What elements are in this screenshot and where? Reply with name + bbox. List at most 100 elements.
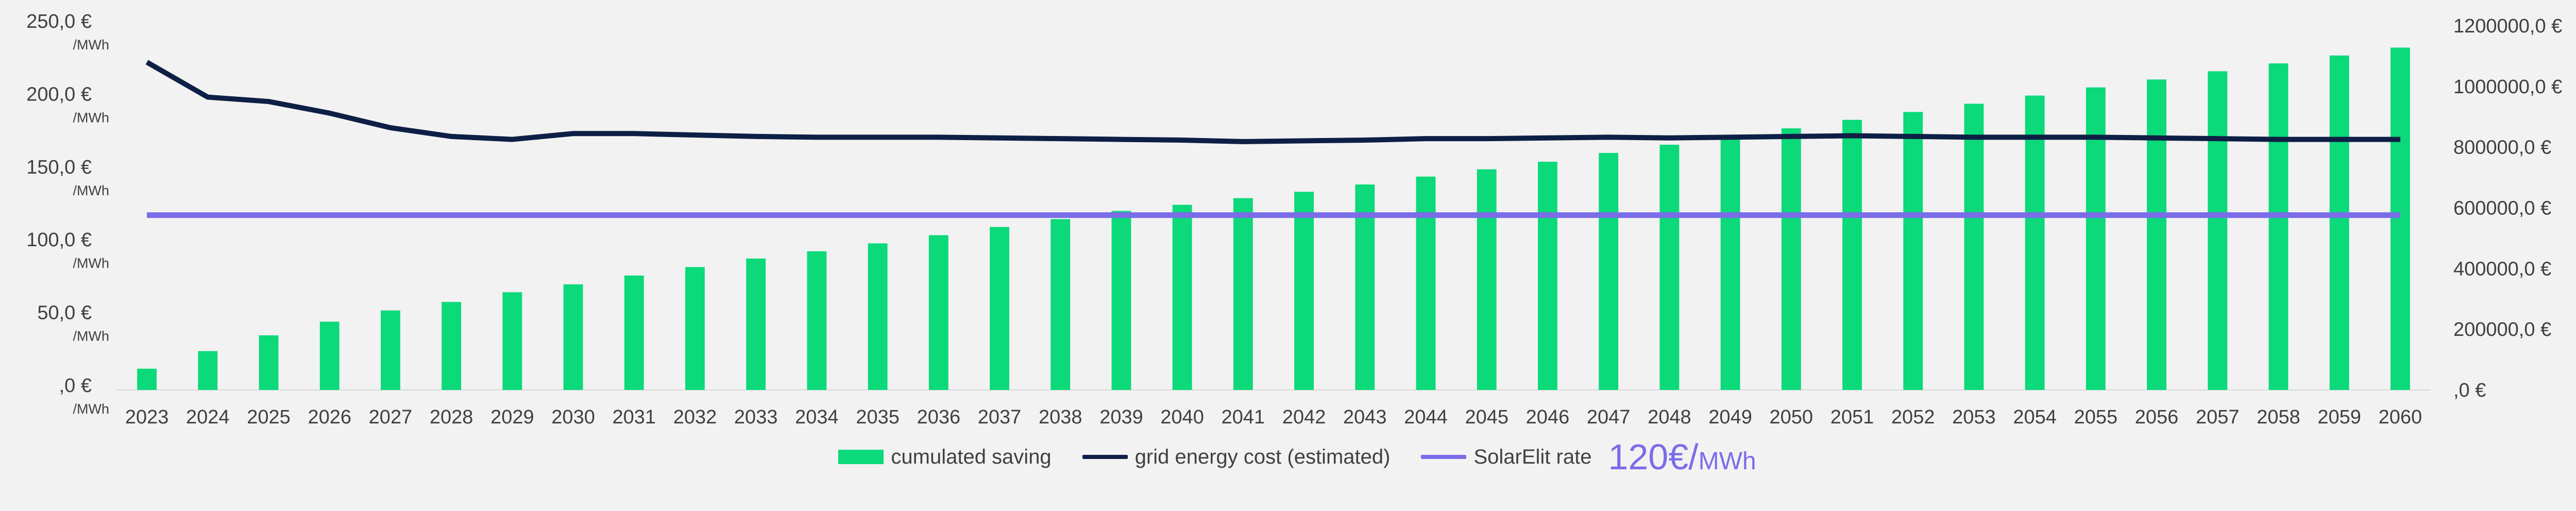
left-tick-unit: /MWh: [73, 110, 110, 125]
bar-cumulated-saving-2036: [928, 235, 948, 390]
x-tick-label-2038: 2038: [1039, 406, 1082, 428]
x-tick-label-2030: 2030: [551, 406, 595, 428]
x-tick-label-2060: 2060: [2379, 406, 2422, 428]
x-tick-label-2031: 2031: [613, 406, 656, 428]
left-tick-unit: /MWh: [73, 183, 110, 198]
x-tick-label-2029: 2029: [490, 406, 534, 428]
x-tick-label-2045: 2045: [1465, 406, 1509, 428]
bar-cumulated-saving-2040: [1172, 205, 1192, 390]
bar-cumulated-saving-2048: [1659, 144, 1680, 390]
bar-cumulated-saving-2060: [2390, 47, 2410, 390]
legend-swatch-solarelit-rate: [1421, 455, 1467, 459]
right-tick-label: ,0 €: [2453, 380, 2486, 401]
bar-cumulated-saving-2042: [1294, 192, 1314, 390]
bar-cumulated-saving-2030: [563, 284, 583, 390]
x-tick-label-2040: 2040: [1160, 406, 1204, 428]
bar-cumulated-saving-2034: [807, 251, 827, 390]
solarelit-rate-unit: MWh: [1698, 448, 1756, 475]
bar-cumulated-saving-2053: [1964, 104, 1984, 390]
bar-cumulated-saving-2049: [1720, 137, 1740, 390]
legend-label-cumulated-saving: cumulated saving: [891, 445, 1052, 468]
bar-cumulated-saving-2044: [1416, 176, 1436, 390]
right-tick-label: 1000000,0 €: [2453, 76, 2562, 98]
x-tick-label-2057: 2057: [2196, 406, 2240, 428]
solarelit-rate-value: 120€/MWh: [1608, 436, 1756, 478]
x-tick-label-2051: 2051: [1831, 406, 1874, 428]
x-tick-label-2059: 2059: [2317, 406, 2361, 428]
bar-cumulated-saving-2029: [502, 292, 522, 390]
left-tick-unit: /MWh: [73, 37, 110, 53]
legend-item-cumulated-saving: cumulated saving: [838, 445, 1052, 469]
right-tick-label: 200000,0 €: [2453, 319, 2551, 340]
bar-cumulated-saving-2059: [2329, 55, 2349, 390]
left-tick-label: 250,0 €: [26, 11, 92, 32]
legend-swatch-grid-energy-cost: [1082, 455, 1128, 459]
x-tick-label-2052: 2052: [1891, 406, 1935, 428]
x-tick-label-2024: 2024: [186, 406, 230, 428]
bar-cumulated-saving-2031: [624, 275, 644, 390]
left-tick-unit: /MWh: [73, 401, 110, 417]
bar-cumulated-saving-2041: [1233, 198, 1253, 390]
bar-cumulated-saving-2028: [442, 302, 462, 390]
x-tick-label-2053: 2053: [1952, 406, 1996, 428]
x-tick-label-2055: 2055: [2074, 406, 2118, 428]
x-tick-label-2037: 2037: [978, 406, 1022, 428]
bar-cumulated-saving-2057: [2208, 71, 2228, 390]
bar-cumulated-saving-2039: [1111, 211, 1131, 390]
x-tick-label-2027: 2027: [369, 406, 413, 428]
x-tick-label-2050: 2050: [1770, 406, 1814, 428]
bar-cumulated-saving-2024: [198, 351, 218, 390]
line-grid-energy-cost: [145, 60, 2400, 144]
left-tick-unit: /MWh: [73, 329, 110, 344]
bar-cumulated-saving-2052: [1903, 112, 1923, 390]
x-tick-label-2026: 2026: [308, 406, 351, 428]
bar-cumulated-saving-2043: [1355, 184, 1375, 390]
legend: cumulated saving grid energy cost (estim…: [0, 436, 2576, 478]
x-tick-label-2028: 2028: [430, 406, 473, 428]
bar-cumulated-saving-2054: [2025, 95, 2045, 390]
bar-cumulated-saving-2058: [2268, 63, 2289, 390]
bar-cumulated-saving-2035: [868, 243, 888, 390]
bar-cumulated-saving-2047: [1599, 152, 1619, 390]
right-tick-label: 800000,0 €: [2453, 137, 2551, 159]
x-tick-label-2041: 2041: [1222, 406, 1265, 428]
bar-cumulated-saving-2033: [746, 258, 766, 390]
bar-cumulated-saving-2026: [319, 321, 340, 390]
x-tick-label-2043: 2043: [1343, 406, 1387, 428]
bar-cumulated-saving-2032: [685, 267, 705, 390]
x-tick-label-2023: 2023: [125, 406, 169, 428]
x-tick-label-2047: 2047: [1587, 406, 1631, 428]
x-tick-label-2048: 2048: [1648, 406, 1691, 428]
x-tick-label-2042: 2042: [1282, 406, 1326, 428]
bar-cumulated-saving-2037: [990, 227, 1009, 390]
bar-cumulated-saving-2050: [1781, 128, 1801, 390]
left-tick-unit: /MWh: [73, 256, 110, 271]
x-tick-label-2056: 2056: [2135, 406, 2179, 428]
bar-cumulated-saving-2027: [381, 310, 400, 390]
x-tick-label-2025: 2025: [247, 406, 291, 428]
bar-cumulated-saving-2038: [1050, 219, 1071, 390]
bar-cumulated-saving-2056: [2147, 79, 2166, 390]
x-tick-label-2046: 2046: [1526, 406, 1570, 428]
legend-swatch-cumulated-saving: [838, 450, 884, 464]
legend-item-solarelit-rate: SolarElit rate 120€/MWh: [1421, 436, 1756, 478]
bar-cumulated-saving-2023: [137, 368, 157, 390]
right-tick-label: 1200000,0 €: [2453, 15, 2562, 37]
bar-cumulated-saving-2025: [259, 335, 279, 390]
bar-cumulated-saving-2055: [2086, 87, 2106, 390]
left-tick-label: 50,0 €: [37, 302, 92, 324]
bar-cumulated-saving-2045: [1477, 169, 1497, 390]
x-tick-label-2034: 2034: [795, 406, 839, 428]
x-tick-label-2058: 2058: [2257, 406, 2300, 428]
x-tick-label-2054: 2054: [2013, 406, 2057, 428]
x-tick-label-2049: 2049: [1708, 406, 1752, 428]
left-tick-label: 100,0 €: [26, 229, 92, 251]
left-tick-label: 200,0 €: [26, 83, 92, 105]
x-tick-label-2032: 2032: [673, 406, 717, 428]
legend-label-solarelit-rate: SolarElit rate: [1473, 445, 1592, 468]
bar-cumulated-saving-2051: [1842, 120, 1862, 390]
legend-label-grid-energy-cost: grid energy cost (estimated): [1134, 445, 1391, 468]
left-tick-label: ,0 €: [59, 375, 92, 397]
bar-cumulated-saving-2046: [1538, 161, 1557, 390]
